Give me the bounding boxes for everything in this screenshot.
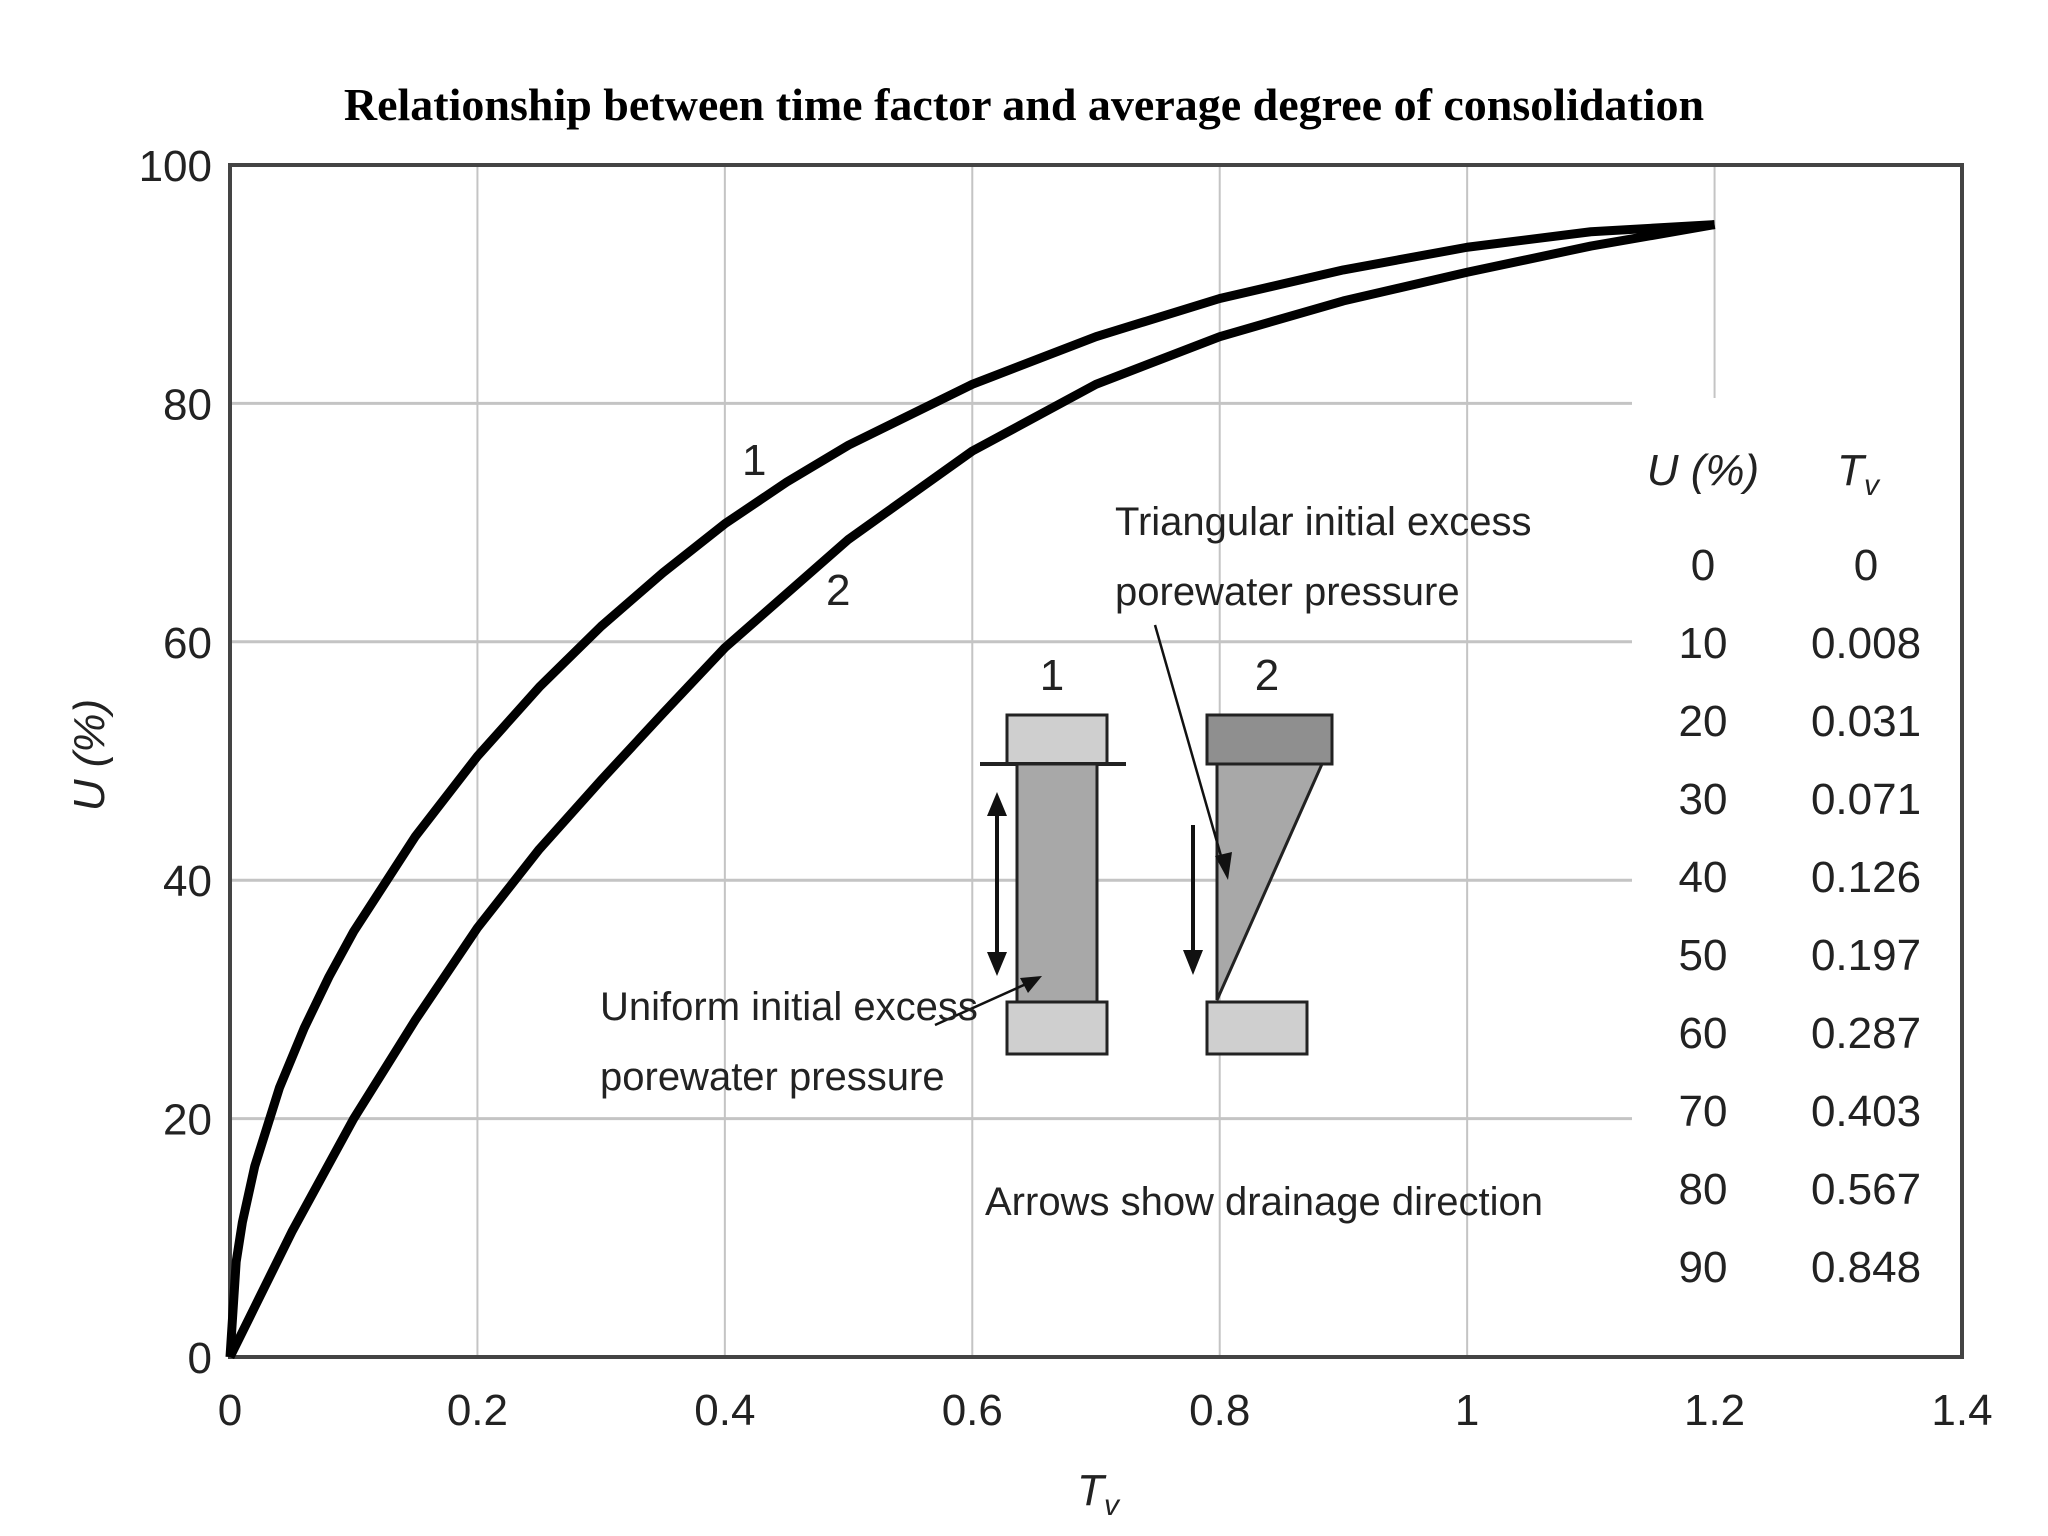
table-cell-u: 80 [1679, 1165, 1728, 1214]
triangular-pressure-block [1215, 762, 1325, 1001]
arrow-up-head [987, 792, 1007, 816]
table-cell-tv: 0.848 [1811, 1243, 1921, 1292]
table-cell-tv: 0 [1854, 541, 1878, 590]
consolidation-table: U (%) Tv 0 0 10 0.008 20 0.031 30 0.071 40 0.126 50 0… [1647, 446, 1921, 1292]
y-tick-label: 100 [139, 142, 212, 191]
drainage-diagram: 1 2 Triangular initial excess porewater … [600, 500, 1543, 1224]
uniform-pressure-block [1015, 762, 1099, 1004]
sample-label-1: 1 [1040, 651, 1064, 700]
y-tick-label: 80 [163, 380, 212, 429]
uniform-label-line2: porewater pressure [600, 1055, 945, 1099]
x-tick-label: 1.2 [1684, 1386, 1745, 1435]
y-axis-label: U (%) [65, 699, 114, 811]
top-porous-stone-2 [1205, 713, 1334, 766]
curve-label-1: 1 [742, 436, 766, 485]
table-cell-tv: 0.126 [1811, 853, 1921, 902]
y-tick-label: 0 [188, 1334, 212, 1383]
bottom-porous-stone-1 [1005, 1000, 1109, 1056]
table-cell-u: 90 [1679, 1243, 1728, 1292]
x-tick-label: 0.6 [942, 1386, 1003, 1435]
table-cell-u: 30 [1679, 775, 1728, 824]
table-cell-tv: 0.008 [1811, 619, 1921, 668]
plot-frame [228, 163, 1964, 1359]
triangular-pointer [1153, 624, 1227, 871]
table-background [1632, 398, 1962, 1355]
table-cell-tv: 0.287 [1811, 1009, 1921, 1058]
table-cell-tv: 0.071 [1811, 775, 1921, 824]
x-tick-label: 1.4 [1931, 1386, 1992, 1435]
triangular-label-line1: Triangular initial excess [1115, 500, 1531, 544]
table-cell-tv: 0.197 [1811, 931, 1921, 980]
triangular-pointer-head [1215, 852, 1232, 880]
y-tick-label: 20 [163, 1096, 212, 1145]
table-cell-tv: 0.567 [1811, 1165, 1921, 1214]
table-header-tv: Tv [1837, 446, 1881, 502]
table-cell-u: 70 [1679, 1087, 1728, 1136]
axes [228, 163, 1964, 1359]
x-tick-label: 0.4 [694, 1386, 755, 1435]
y-tick-label: 60 [163, 619, 212, 668]
curve-1 [225, 220, 1715, 1358]
x-tick-label: 1 [1455, 1386, 1479, 1435]
x-tick-label: 0.2 [447, 1386, 508, 1435]
x-tick-label: 0.8 [1189, 1386, 1250, 1435]
table-cell-u: 60 [1679, 1009, 1728, 1058]
curve-2 [225, 220, 1716, 1359]
bottom-porous-stone-2 [1205, 1000, 1309, 1056]
table-cell-u: 50 [1679, 931, 1728, 980]
curve-label-2: 2 [826, 566, 850, 615]
uniform-pointer [934, 978, 1036, 1027]
table-cell-tv: 0.403 [1811, 1087, 1921, 1136]
table-cell-u: 0 [1691, 541, 1715, 590]
uniform-pointer-head [1020, 976, 1042, 993]
arrow-down-head [987, 952, 1007, 976]
top-porous-stone-1 [1005, 713, 1109, 766]
chart-title: Relationship between time factor and ave… [343, 79, 1705, 130]
table-cell-u: 10 [1679, 619, 1728, 668]
sample-label-2: 2 [1255, 651, 1279, 700]
arrow-down-head-2 [1183, 950, 1203, 975]
x-tick-label: 0 [218, 1386, 242, 1435]
table-cell-tv: 0.031 [1811, 697, 1921, 746]
x-axis-label: Tv [1077, 1466, 1121, 1522]
triangular-label-line2: porewater pressure [1115, 570, 1460, 614]
table-cell-u: 40 [1679, 853, 1728, 902]
drainage-note: Arrows show drainage direction [985, 1180, 1543, 1224]
uniform-label-line1: Uniform initial excess [600, 985, 978, 1029]
y-tick-label: 40 [163, 857, 212, 906]
table-header-u: U (%) [1647, 446, 1759, 495]
table-cell-u: 20 [1679, 697, 1728, 746]
curves [225, 220, 1716, 1359]
